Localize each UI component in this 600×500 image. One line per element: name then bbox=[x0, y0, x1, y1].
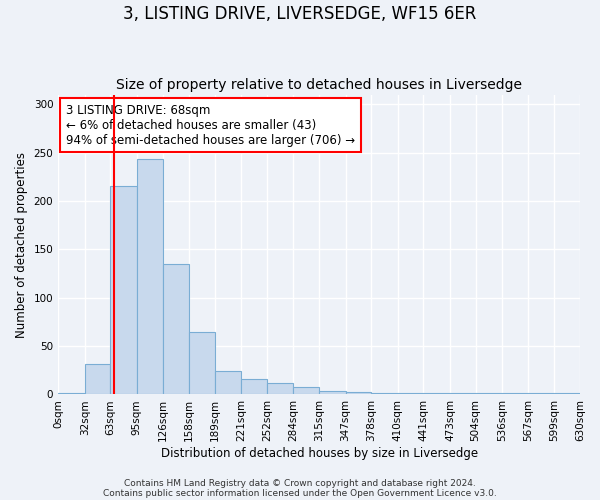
Bar bbox=[293, 386, 319, 394]
Bar bbox=[189, 332, 215, 394]
Bar bbox=[110, 186, 137, 394]
Text: 3, LISTING DRIVE, LIVERSEDGE, WF15 6ER: 3, LISTING DRIVE, LIVERSEDGE, WF15 6ER bbox=[124, 5, 476, 23]
Bar bbox=[241, 379, 267, 394]
Bar bbox=[137, 160, 163, 394]
Bar bbox=[163, 264, 189, 394]
Bar bbox=[346, 392, 371, 394]
Bar bbox=[85, 364, 110, 394]
Bar bbox=[215, 371, 241, 394]
X-axis label: Distribution of detached houses by size in Liversedge: Distribution of detached houses by size … bbox=[161, 447, 478, 460]
Text: Contains HM Land Registry data © Crown copyright and database right 2024.: Contains HM Land Registry data © Crown c… bbox=[124, 478, 476, 488]
Text: 3 LISTING DRIVE: 68sqm
← 6% of detached houses are smaller (43)
94% of semi-deta: 3 LISTING DRIVE: 68sqm ← 6% of detached … bbox=[66, 104, 355, 146]
Bar bbox=[319, 390, 346, 394]
Bar bbox=[267, 383, 293, 394]
Text: Contains public sector information licensed under the Open Government Licence v3: Contains public sector information licen… bbox=[103, 488, 497, 498]
Y-axis label: Number of detached properties: Number of detached properties bbox=[15, 152, 28, 338]
Title: Size of property relative to detached houses in Liversedge: Size of property relative to detached ho… bbox=[116, 78, 522, 92]
